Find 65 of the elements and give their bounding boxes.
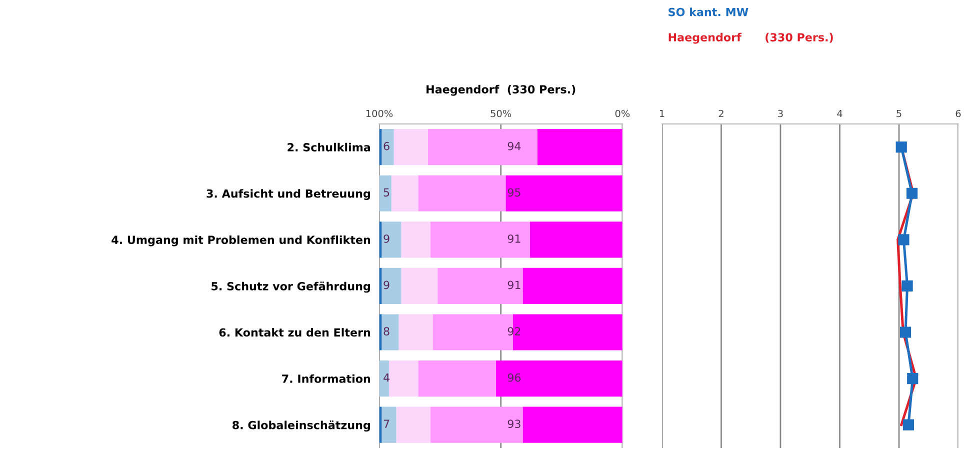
point	[902, 419, 914, 430]
bar	[382, 129, 394, 166]
bar	[391, 175, 418, 212]
point	[896, 142, 907, 153]
annotation: 91	[508, 280, 520, 290]
annotation: 91	[508, 234, 520, 243]
point	[906, 188, 918, 199]
bar	[522, 268, 622, 304]
x-tick-label: 5	[896, 110, 902, 118]
y-tick-label: 3. Aufsicht und Betreuung	[206, 189, 370, 200]
bar	[418, 175, 506, 212]
bar	[401, 222, 430, 258]
x-tick-label: 100%	[366, 110, 393, 118]
point	[907, 372, 918, 384]
x-tick-label: 50%	[490, 110, 512, 118]
bar	[430, 406, 523, 443]
y-tick-label: 8. Globaleinschätzung	[232, 420, 370, 432]
bar	[537, 129, 622, 166]
bar	[382, 314, 399, 350]
bar	[394, 129, 428, 166]
annotation: 95	[508, 188, 520, 197]
annotation: 9	[384, 280, 390, 290]
annotation: 6	[384, 142, 390, 150]
bar	[379, 360, 389, 397]
bar	[379, 175, 392, 212]
x-tick-label: 1	[660, 110, 664, 118]
bar	[401, 268, 438, 304]
y-tick-label: 2. Schulklima	[288, 142, 370, 152]
annotation: 94	[508, 142, 521, 150]
point	[902, 280, 913, 292]
bar	[398, 314, 433, 350]
x-tick-label: 0%	[615, 110, 630, 118]
bar	[418, 360, 496, 397]
text: SO kant. MW	[668, 8, 748, 16]
bar	[522, 406, 622, 443]
annotation: 7	[384, 420, 390, 428]
annotation: 93	[508, 420, 520, 428]
y-tick-label: 5. Schutz vor Gefährdung	[212, 282, 370, 293]
x-tick-label: 4	[837, 110, 842, 118]
bar	[382, 268, 402, 304]
bar	[506, 175, 622, 212]
annotation: 5	[384, 188, 390, 197]
annotation: 9	[384, 234, 390, 243]
x-tick-label: 2	[718, 110, 724, 118]
bar	[496, 360, 622, 397]
bar	[530, 222, 622, 258]
bar	[388, 360, 418, 397]
point	[898, 234, 910, 246]
text: Haegendorf (330 Pers.)	[668, 32, 833, 44]
y-tick-label: 6. Kontakt zu den Eltern	[219, 328, 370, 337]
point	[900, 326, 912, 338]
bar	[382, 406, 396, 443]
bar	[428, 129, 538, 166]
bar	[396, 406, 430, 443]
bar	[382, 222, 402, 258]
x-tick-label: 3	[778, 110, 783, 118]
annotation: 8	[384, 327, 390, 336]
chart-title: Haegendorf (330 Pers.)	[426, 84, 576, 96]
y-tick-label: 7. Information	[282, 374, 370, 383]
annotation: 96	[508, 373, 521, 382]
x-tick-label: 6	[956, 110, 961, 118]
bar	[430, 222, 530, 258]
bar	[438, 268, 523, 304]
annotation: 4	[384, 374, 390, 382]
y-tick-label: 4. Umgang mit Problemen und Konflikten	[112, 235, 370, 246]
